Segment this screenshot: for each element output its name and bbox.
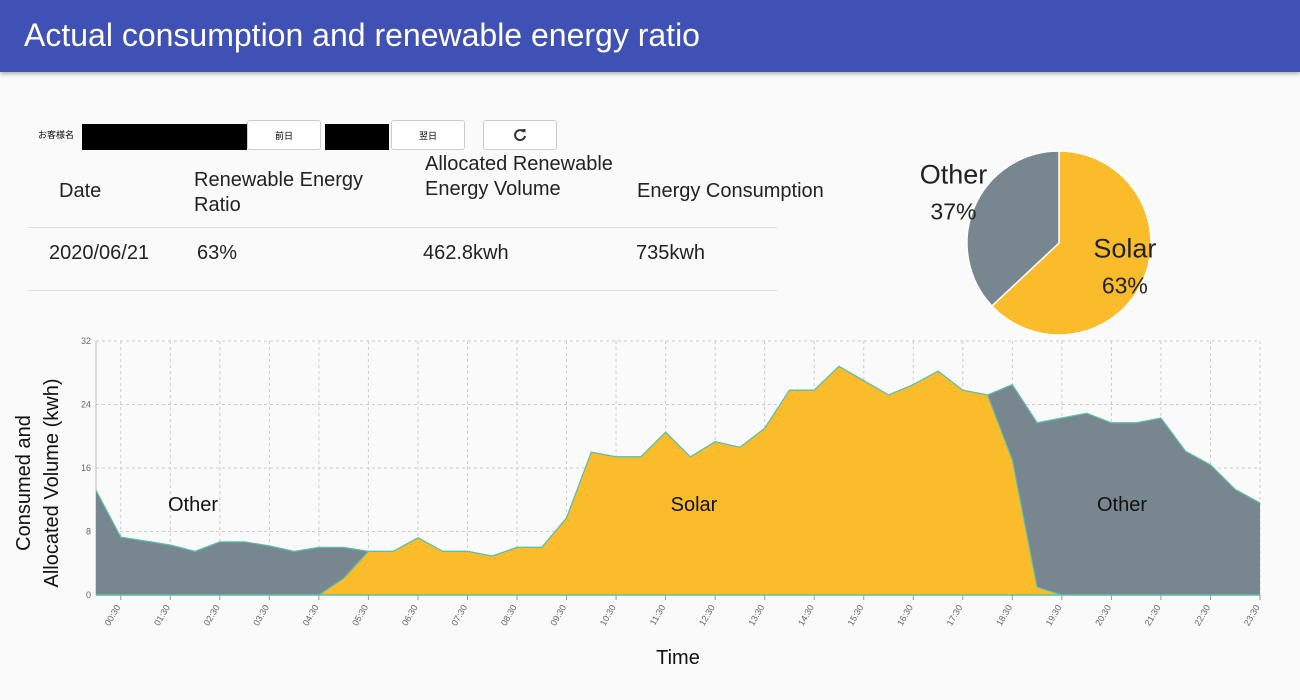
x-tick-label: 09:30 — [548, 603, 568, 628]
x-tick-label: 04:30 — [301, 603, 321, 628]
area — [96, 366, 1260, 595]
x-tick-label: 19:30 — [1044, 603, 1064, 628]
header: Actual consumption and renewable energy … — [0, 0, 1300, 72]
x-tick-label: 05:30 — [350, 603, 370, 628]
column-header: Allocated Renewable Energy Volume — [425, 153, 613, 200]
x-tick-label: 18:30 — [994, 603, 1014, 628]
annotation: Other — [1097, 494, 1147, 516]
x-tick-label: 21:30 — [1143, 603, 1163, 628]
x-tick-label: 00:30 — [103, 603, 123, 628]
pie-value-label: 63% — [1102, 272, 1148, 298]
table-cell: 735kwh — [636, 242, 705, 264]
customer-label: お客様名 — [38, 130, 75, 140]
row-divider — [28, 290, 777, 291]
annotation: Solar — [671, 494, 718, 516]
column-header: Date — [59, 180, 102, 202]
row-divider — [28, 227, 777, 228]
pie-label: Solar — [1093, 233, 1156, 263]
pie-slice — [990, 150, 1152, 336]
x-tick-label: 17:30 — [945, 603, 965, 628]
refresh-icon — [514, 129, 526, 142]
x-tick-label: 15:30 — [846, 603, 866, 628]
pie-slice — [966, 150, 1060, 308]
y-axis-label: Allocated Volume (kwh) — [41, 379, 63, 588]
table-cell: 63% — [197, 242, 238, 264]
prev-button[interactable]: 前日 — [247, 120, 321, 150]
y-tick-label: 0 — [86, 590, 91, 600]
x-tick-label: 06:30 — [400, 603, 420, 628]
next-button[interactable]: 翌日 — [391, 120, 465, 150]
x-tick-label: 16:30 — [895, 603, 915, 628]
column-header: Renewable Energy Ratio — [194, 169, 363, 216]
table-cell: 2020/06/21 — [49, 242, 150, 264]
x-tick-label: 03:30 — [251, 603, 271, 628]
x-tick-label: 11:30 — [648, 603, 668, 627]
pie-label: Other — [920, 159, 988, 189]
y-tick-label: 24 — [81, 400, 91, 410]
x-tick-label: 01:30 — [152, 603, 172, 628]
table-cell: 462.8kwh — [423, 242, 509, 264]
header-title: Actual consumption and renewable energy … — [24, 17, 700, 53]
x-axis-label: Time — [656, 647, 700, 669]
x-tick-label: 14:30 — [796, 603, 816, 628]
x-tick-label: 02:30 — [202, 603, 222, 628]
x-tick-label: 08:30 — [499, 603, 519, 628]
annotation: Other — [168, 494, 218, 516]
pie-value-label: 37% — [930, 198, 976, 224]
y-axis-label: Consumed and — [13, 415, 35, 551]
redacted-field — [325, 124, 389, 150]
y-tick-label: 16 — [81, 463, 91, 473]
redacted-field — [82, 124, 247, 150]
y-tick-label: 32 — [81, 336, 91, 346]
x-tick-label: 23:30 — [1242, 603, 1262, 628]
x-tick-label: 13:30 — [746, 603, 766, 628]
refresh-button[interactable] — [483, 120, 557, 150]
column-header: Energy Consumption — [637, 180, 824, 202]
x-tick-label: 10:30 — [598, 603, 618, 628]
y-tick-label: 8 — [86, 527, 91, 537]
x-tick-label: 20:30 — [1093, 603, 1113, 628]
x-tick-label: 07:30 — [449, 603, 469, 628]
x-tick-label: 12:30 — [697, 603, 717, 628]
x-tick-label: 22:30 — [1192, 603, 1212, 628]
